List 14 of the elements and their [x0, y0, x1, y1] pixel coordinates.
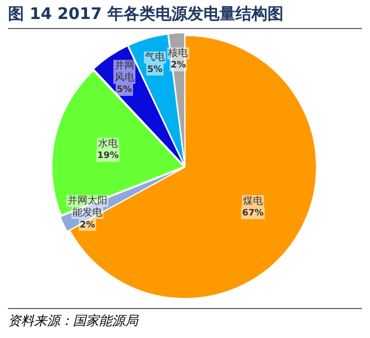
- slice-label: 水电: [98, 137, 118, 150]
- slice-label: 气电: [144, 51, 165, 64]
- text: 资料来源：国家能源局: [8, 308, 362, 330]
- slice-label: 煤电: [242, 194, 263, 207]
- data-label: 2%: [170, 60, 186, 71]
- data-label: 5%: [147, 64, 163, 75]
- data-label: 19%: [97, 151, 119, 162]
- slice-label: 并网太阳能发电: [67, 194, 108, 219]
- data-label: 5%: [116, 85, 132, 96]
- slice-label: 核电: [167, 46, 188, 59]
- data-label: 2%: [80, 220, 96, 230]
- chart-title: 图 14 2017 年各类电源发电量结构图: [8, 4, 362, 29]
- slice-label: 并网风电: [114, 59, 134, 84]
- data-label: 67%: [242, 208, 264, 219]
